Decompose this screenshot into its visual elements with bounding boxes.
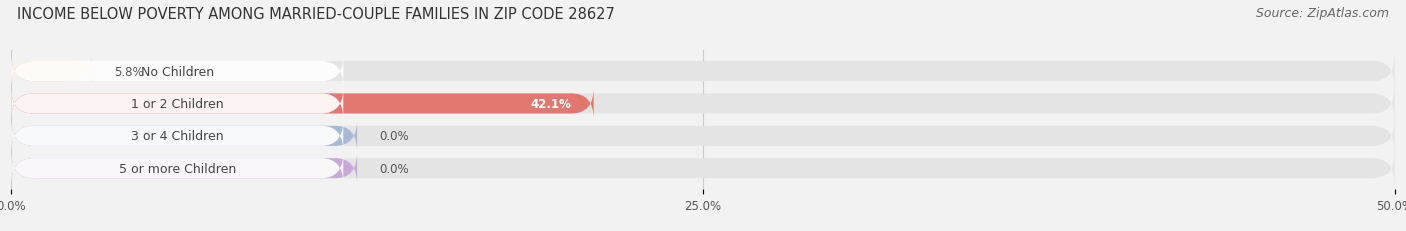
FancyBboxPatch shape <box>11 120 343 152</box>
Text: 0.0%: 0.0% <box>380 162 409 175</box>
Text: No Children: No Children <box>141 65 214 78</box>
Text: 3 or 4 Children: 3 or 4 Children <box>131 130 224 143</box>
FancyBboxPatch shape <box>11 120 357 152</box>
FancyBboxPatch shape <box>11 153 357 184</box>
Text: INCOME BELOW POVERTY AMONG MARRIED-COUPLE FAMILIES IN ZIP CODE 28627: INCOME BELOW POVERTY AMONG MARRIED-COUPL… <box>17 7 614 22</box>
Text: 5.8%: 5.8% <box>114 65 143 78</box>
Text: 0.0%: 0.0% <box>380 130 409 143</box>
Text: 42.1%: 42.1% <box>530 97 572 110</box>
FancyBboxPatch shape <box>11 153 1395 184</box>
Text: 5 or more Children: 5 or more Children <box>118 162 236 175</box>
FancyBboxPatch shape <box>11 56 1395 88</box>
Text: Source: ZipAtlas.com: Source: ZipAtlas.com <box>1256 7 1389 20</box>
FancyBboxPatch shape <box>11 88 593 120</box>
FancyBboxPatch shape <box>11 120 1395 152</box>
FancyBboxPatch shape <box>11 88 343 120</box>
FancyBboxPatch shape <box>11 88 1395 120</box>
FancyBboxPatch shape <box>11 56 91 88</box>
FancyBboxPatch shape <box>11 56 343 88</box>
Text: 1 or 2 Children: 1 or 2 Children <box>131 97 224 110</box>
FancyBboxPatch shape <box>11 153 343 184</box>
